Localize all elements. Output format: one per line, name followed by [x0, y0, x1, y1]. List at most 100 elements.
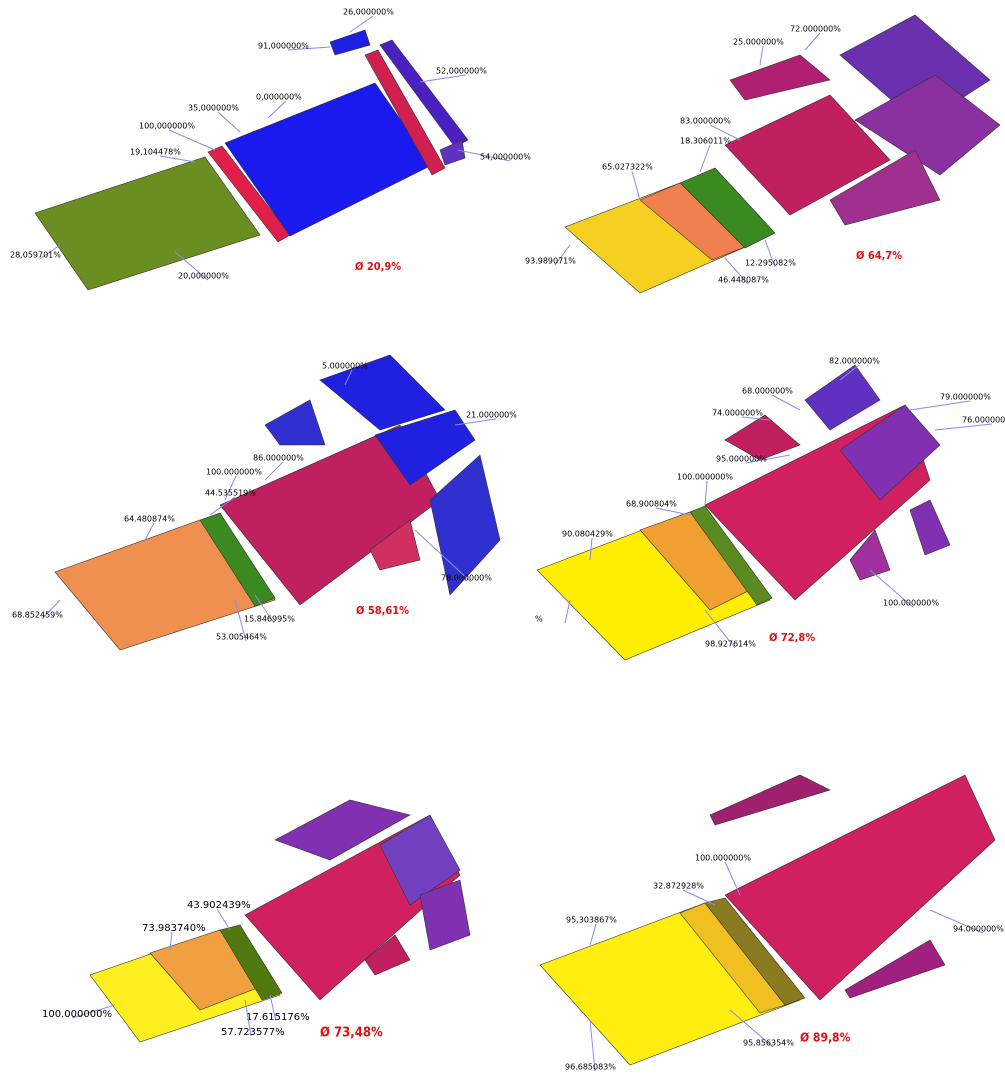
seating-block [34, 156, 261, 291]
leader-line [699, 144, 711, 173]
percent-label: 100.000000% [42, 1009, 112, 1020]
percent-label: 91,000000% [258, 42, 309, 51]
leader-line [589, 537, 593, 561]
percent-label: 43.902439% [187, 900, 251, 911]
percent-label: 32.872928% [653, 882, 704, 891]
seating-block [439, 139, 466, 166]
seating-block [329, 29, 371, 56]
leader-line [704, 480, 708, 506]
leader-line [267, 100, 287, 119]
leader-line [804, 32, 821, 51]
leader-line [554, 244, 571, 266]
leader-line [457, 149, 511, 162]
percent-label: 100.000000% [883, 599, 939, 608]
percent-label: 0,000000% [256, 93, 302, 102]
leader-line [764, 239, 776, 268]
percent-label: 26,000000% [343, 8, 394, 17]
seating-block [724, 414, 801, 461]
seating-block [679, 167, 776, 249]
seating-block [704, 897, 806, 1006]
percent-label: 68.852459% [12, 611, 63, 620]
leader-line [39, 244, 61, 260]
seating-block [319, 354, 446, 431]
leader-line [589, 923, 597, 946]
leader-line [174, 251, 209, 281]
seating-block [829, 149, 941, 226]
percent-label: 20,000000% [178, 272, 229, 281]
leader-line [216, 908, 231, 931]
leader-line [349, 15, 374, 33]
leader-line [724, 861, 741, 896]
seating-block [219, 924, 283, 1001]
percent-label: 100.000000% [206, 468, 262, 477]
average-label: Ø 64,7% [856, 249, 902, 262]
leader-line [224, 475, 237, 501]
percent-label: 82.000000% [829, 357, 880, 366]
percent-label: 44.535519% [205, 489, 256, 498]
percent-label: 100,000000% [139, 122, 195, 131]
percent-label: 100.000000% [677, 473, 733, 482]
seating-block [199, 512, 276, 607]
leader-line [704, 609, 736, 649]
leader-line [934, 423, 993, 431]
leader-line [159, 155, 196, 163]
percent-label: 17.615176% [246, 1012, 310, 1023]
seating-block [369, 519, 421, 571]
seating-block [364, 934, 411, 976]
leader-line [344, 369, 353, 386]
panel: 26,000000% 91,000000% 52,000000% 0,000000% 3… [10, 8, 531, 291]
leader-line [682, 889, 716, 906]
percent-label: 15.846995% [244, 615, 295, 624]
percent-label: 86.000000% [253, 454, 304, 463]
percent-label: 19,104478% [130, 148, 181, 157]
leader-line [929, 909, 984, 934]
percent-label: 72.000000% [790, 25, 841, 34]
percent-label: 53.005464% [216, 633, 267, 642]
average-label: Ø 73,48% [320, 1026, 383, 1041]
percent-label: 94.000000% [953, 925, 1004, 934]
leader-line [869, 569, 914, 608]
percent-label: 78.000000% [441, 574, 492, 583]
leader-line [759, 45, 764, 66]
percent-label: 74.000000% [712, 409, 763, 418]
leader-line [264, 461, 284, 481]
seating-block [729, 54, 831, 101]
leader-line [741, 416, 771, 421]
leader-line [589, 1019, 596, 1072]
seating-block [724, 94, 891, 216]
seating-block [374, 409, 476, 486]
percent-label: 76.000000% [962, 416, 1005, 425]
seating-block [689, 505, 773, 606]
seating-block [419, 879, 471, 951]
percent-label: 96.685083% [565, 1063, 616, 1072]
panel: 72.000000% 25.000000% 83.000000% 18.306011%… [525, 14, 1001, 294]
leader-line [771, 394, 801, 411]
leader-line [839, 364, 860, 381]
seating-block [724, 774, 996, 1001]
leader-line [244, 999, 252, 1037]
leader-line [41, 599, 61, 620]
percent-label: 12.295082% [745, 259, 796, 268]
seating-block [709, 774, 831, 826]
seating-block [839, 404, 941, 501]
percent-label: 57.723577% [221, 1027, 285, 1038]
leader-line [168, 129, 216, 151]
percent-label: 98.927614% [705, 640, 756, 649]
seating-block [844, 939, 946, 999]
panel: 5.000000% 21.000000% 86.000000% 100.000000%… [12, 354, 517, 651]
percent-label: 18.306011% [680, 137, 731, 146]
leader-line [209, 496, 236, 516]
percent-label: 25.000000% [733, 38, 784, 47]
percent-label: 64.480874% [124, 515, 175, 524]
leader-line [655, 507, 691, 516]
average-label: Ø 72,8% [769, 631, 815, 644]
percent-label: % [535, 615, 543, 624]
leader-line [745, 454, 791, 464]
leader-line [169, 931, 173, 951]
panel: 43.902439% 73.983740% 100.000000% 17.615176… [42, 799, 471, 1043]
percent-label: 68.900804% [626, 500, 677, 509]
seating-block [54, 519, 276, 651]
percent-label: 54,000000% [480, 153, 531, 162]
leader-line [419, 74, 467, 83]
percent-label: 5.000000% [322, 362, 368, 371]
